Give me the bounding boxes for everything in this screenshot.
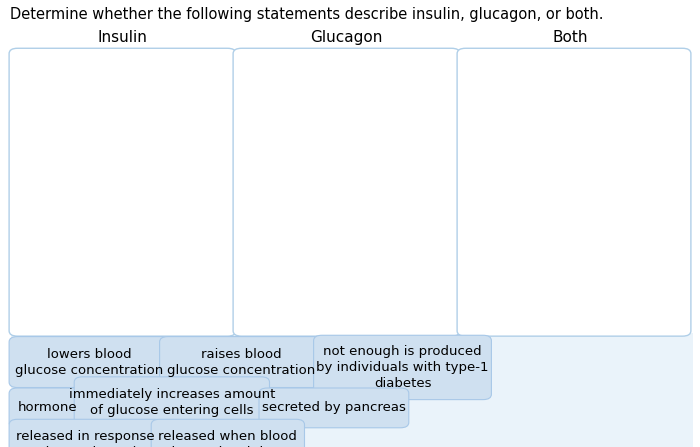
FancyBboxPatch shape [259,388,409,428]
Text: Glucagon: Glucagon [310,30,383,46]
FancyBboxPatch shape [74,377,270,428]
FancyBboxPatch shape [160,337,323,388]
FancyBboxPatch shape [457,48,691,336]
Text: immediately increases amount
of glucose entering cells: immediately increases amount of glucose … [69,388,275,417]
Text: Both: Both [553,30,588,46]
FancyBboxPatch shape [10,333,693,447]
FancyBboxPatch shape [9,48,236,336]
Text: released when blood
glucose level drops: released when blood glucose level drops [158,430,298,447]
FancyBboxPatch shape [151,419,304,447]
Text: hormone: hormone [18,401,77,414]
Text: secreted by pancreas: secreted by pancreas [262,401,406,414]
FancyBboxPatch shape [9,419,162,447]
FancyBboxPatch shape [233,48,460,336]
Text: raises blood
glucose concentration: raises blood glucose concentration [167,348,316,376]
Text: not enough is produced
by individuals with type-1
diabetes: not enough is produced by individuals wi… [316,345,489,390]
Text: lowers blood
glucose concentration: lowers blood glucose concentration [15,348,163,376]
Text: released in response
to hyperglycemia: released in response to hyperglycemia [16,430,155,447]
FancyBboxPatch shape [9,388,85,428]
Text: Determine whether the following statements describe insulin, glucagon, or both.: Determine whether the following statemen… [10,7,604,22]
Text: Insulin: Insulin [97,30,148,46]
FancyBboxPatch shape [9,337,169,388]
FancyBboxPatch shape [314,335,491,400]
